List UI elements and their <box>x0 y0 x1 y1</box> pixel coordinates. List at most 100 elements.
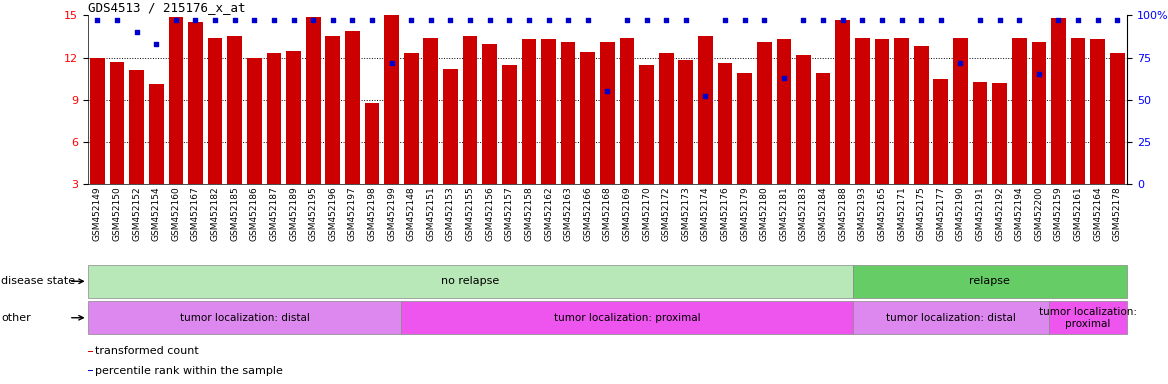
Bar <box>306 17 320 184</box>
Bar <box>482 43 498 184</box>
Bar <box>88 301 402 334</box>
Text: GSM452155: GSM452155 <box>466 186 474 241</box>
Text: GSM452160: GSM452160 <box>172 186 180 241</box>
Text: GSM452194: GSM452194 <box>1015 186 1023 240</box>
Text: GSM452200: GSM452200 <box>1035 186 1043 240</box>
Bar <box>286 51 301 184</box>
Bar <box>853 265 1127 298</box>
Bar <box>757 42 772 184</box>
Text: GSM452187: GSM452187 <box>270 186 278 241</box>
Point <box>422 17 440 23</box>
Point <box>676 17 695 23</box>
Text: GSM452184: GSM452184 <box>819 186 828 240</box>
Bar <box>364 103 380 184</box>
Bar <box>90 58 105 184</box>
Point <box>1069 17 1087 23</box>
Text: GSM452154: GSM452154 <box>152 186 161 240</box>
Text: GSM452193: GSM452193 <box>857 186 867 241</box>
Bar <box>228 36 242 184</box>
Bar <box>110 62 124 184</box>
Point <box>245 17 264 23</box>
Point <box>107 17 126 23</box>
Bar <box>443 69 458 184</box>
Text: GSM452175: GSM452175 <box>917 186 926 241</box>
Bar <box>679 60 693 184</box>
Text: GSM452180: GSM452180 <box>759 186 769 241</box>
Bar <box>973 81 987 184</box>
Text: tumor localization:
proximal: tumor localization: proximal <box>1038 307 1136 329</box>
Point <box>1089 17 1107 23</box>
Point <box>540 17 558 23</box>
Point <box>343 17 362 23</box>
Point <box>558 17 577 23</box>
Bar <box>993 83 1007 184</box>
Text: GSM452150: GSM452150 <box>112 186 121 241</box>
Bar <box>1011 38 1027 184</box>
Bar <box>326 36 340 184</box>
Bar <box>933 79 948 184</box>
Bar <box>502 65 516 184</box>
Point <box>892 17 911 23</box>
Bar <box>698 36 712 184</box>
Bar <box>1031 42 1047 184</box>
Point <box>265 17 284 23</box>
Text: GSM452197: GSM452197 <box>348 186 357 241</box>
Text: GSM452182: GSM452182 <box>210 186 220 240</box>
Bar <box>384 14 399 184</box>
Point <box>284 17 303 23</box>
Point <box>912 17 931 23</box>
Bar <box>913 46 929 184</box>
Text: GSM452174: GSM452174 <box>701 186 710 240</box>
Text: GSM452185: GSM452185 <box>230 186 239 241</box>
Bar <box>875 39 889 184</box>
Text: GSM452149: GSM452149 <box>93 186 102 240</box>
Text: tumor localization: proximal: tumor localization: proximal <box>554 313 701 323</box>
Text: GSM452198: GSM452198 <box>368 186 376 241</box>
Point <box>324 17 342 23</box>
Bar <box>580 52 596 184</box>
Bar <box>88 265 853 298</box>
Text: GSM452164: GSM452164 <box>1093 186 1103 240</box>
Text: GSM452162: GSM452162 <box>544 186 552 240</box>
Text: GSM452156: GSM452156 <box>485 186 494 241</box>
Bar <box>266 53 281 184</box>
Point <box>1029 71 1048 78</box>
Point <box>480 17 499 23</box>
Bar <box>639 65 654 184</box>
Text: disease state: disease state <box>1 276 75 286</box>
Point <box>814 17 833 23</box>
Bar <box>88 370 93 371</box>
Text: GSM452186: GSM452186 <box>250 186 259 241</box>
Point <box>206 17 224 23</box>
Bar <box>1091 39 1105 184</box>
Point <box>931 17 950 23</box>
Point <box>736 17 755 23</box>
Point <box>853 17 871 23</box>
Bar <box>797 55 811 184</box>
Text: GSM452172: GSM452172 <box>662 186 670 240</box>
Point <box>696 93 715 99</box>
Bar <box>246 58 262 184</box>
Point <box>774 75 793 81</box>
Point <box>167 17 186 23</box>
Bar <box>1049 301 1127 334</box>
Point <box>598 88 617 94</box>
Bar <box>522 39 536 184</box>
Text: percentile rank within the sample: percentile rank within the sample <box>95 366 283 376</box>
Text: GSM452199: GSM452199 <box>387 186 396 241</box>
Bar <box>541 39 556 184</box>
Text: GSM452152: GSM452152 <box>132 186 141 240</box>
Point <box>1108 17 1127 23</box>
Text: GSM452166: GSM452166 <box>583 186 592 241</box>
Text: GSM452157: GSM452157 <box>505 186 514 241</box>
Text: transformed count: transformed count <box>95 346 199 356</box>
Text: GSM452158: GSM452158 <box>524 186 534 241</box>
Text: GSM452177: GSM452177 <box>937 186 945 241</box>
Text: tumor localization: distal: tumor localization: distal <box>180 313 310 323</box>
Point <box>578 17 597 23</box>
Bar <box>402 301 853 334</box>
Point <box>127 29 146 35</box>
Bar <box>208 38 222 184</box>
Bar <box>1110 53 1125 184</box>
Text: GSM452196: GSM452196 <box>328 186 338 241</box>
